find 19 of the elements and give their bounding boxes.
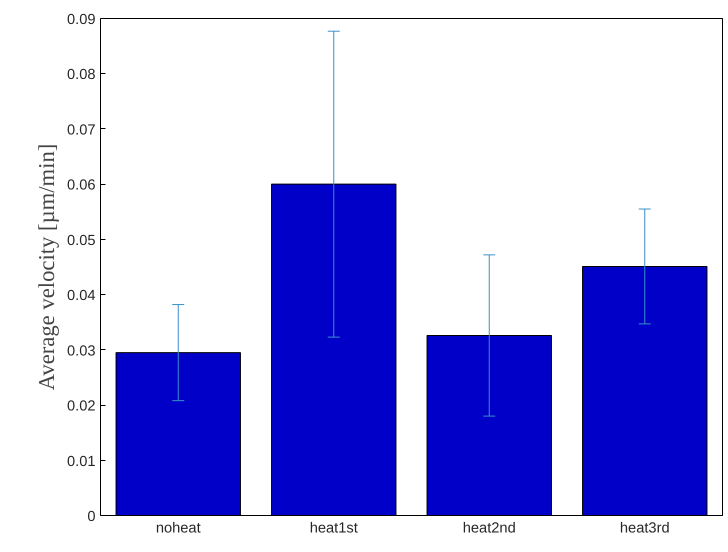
x-tick-label: heat1st: [310, 520, 358, 536]
y-tick-label: 0.02: [66, 398, 96, 415]
y-tick-label: 0.06: [66, 178, 96, 194]
x-tick-label: heat3rd: [620, 520, 670, 536]
bar: [426, 334, 552, 516]
y-tick-label: 0.05: [66, 232, 96, 249]
y-tick-label: 0.08: [66, 67, 96, 84]
y-axis-title: Average velocity [µm/min]: [34, 144, 59, 390]
x-tick-label: noheat: [156, 520, 201, 536]
y-tick-label: 0.01: [66, 454, 96, 470]
y-tick-label: 0.09: [66, 12, 96, 28]
bar: [116, 352, 241, 516]
bar: [271, 184, 396, 516]
bar: [582, 266, 708, 516]
y-tick-label: 0: [87, 509, 96, 525]
x-tick-label: heat2nd: [462, 520, 516, 536]
y-tick-label: 0.07: [66, 122, 96, 138]
y-tick-label: 0.04: [66, 288, 96, 304]
y-tick-label: 0.03: [66, 343, 96, 360]
